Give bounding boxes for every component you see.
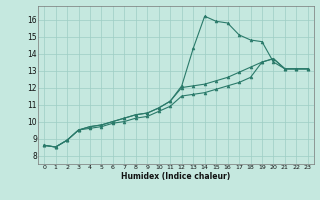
- X-axis label: Humidex (Indice chaleur): Humidex (Indice chaleur): [121, 172, 231, 181]
